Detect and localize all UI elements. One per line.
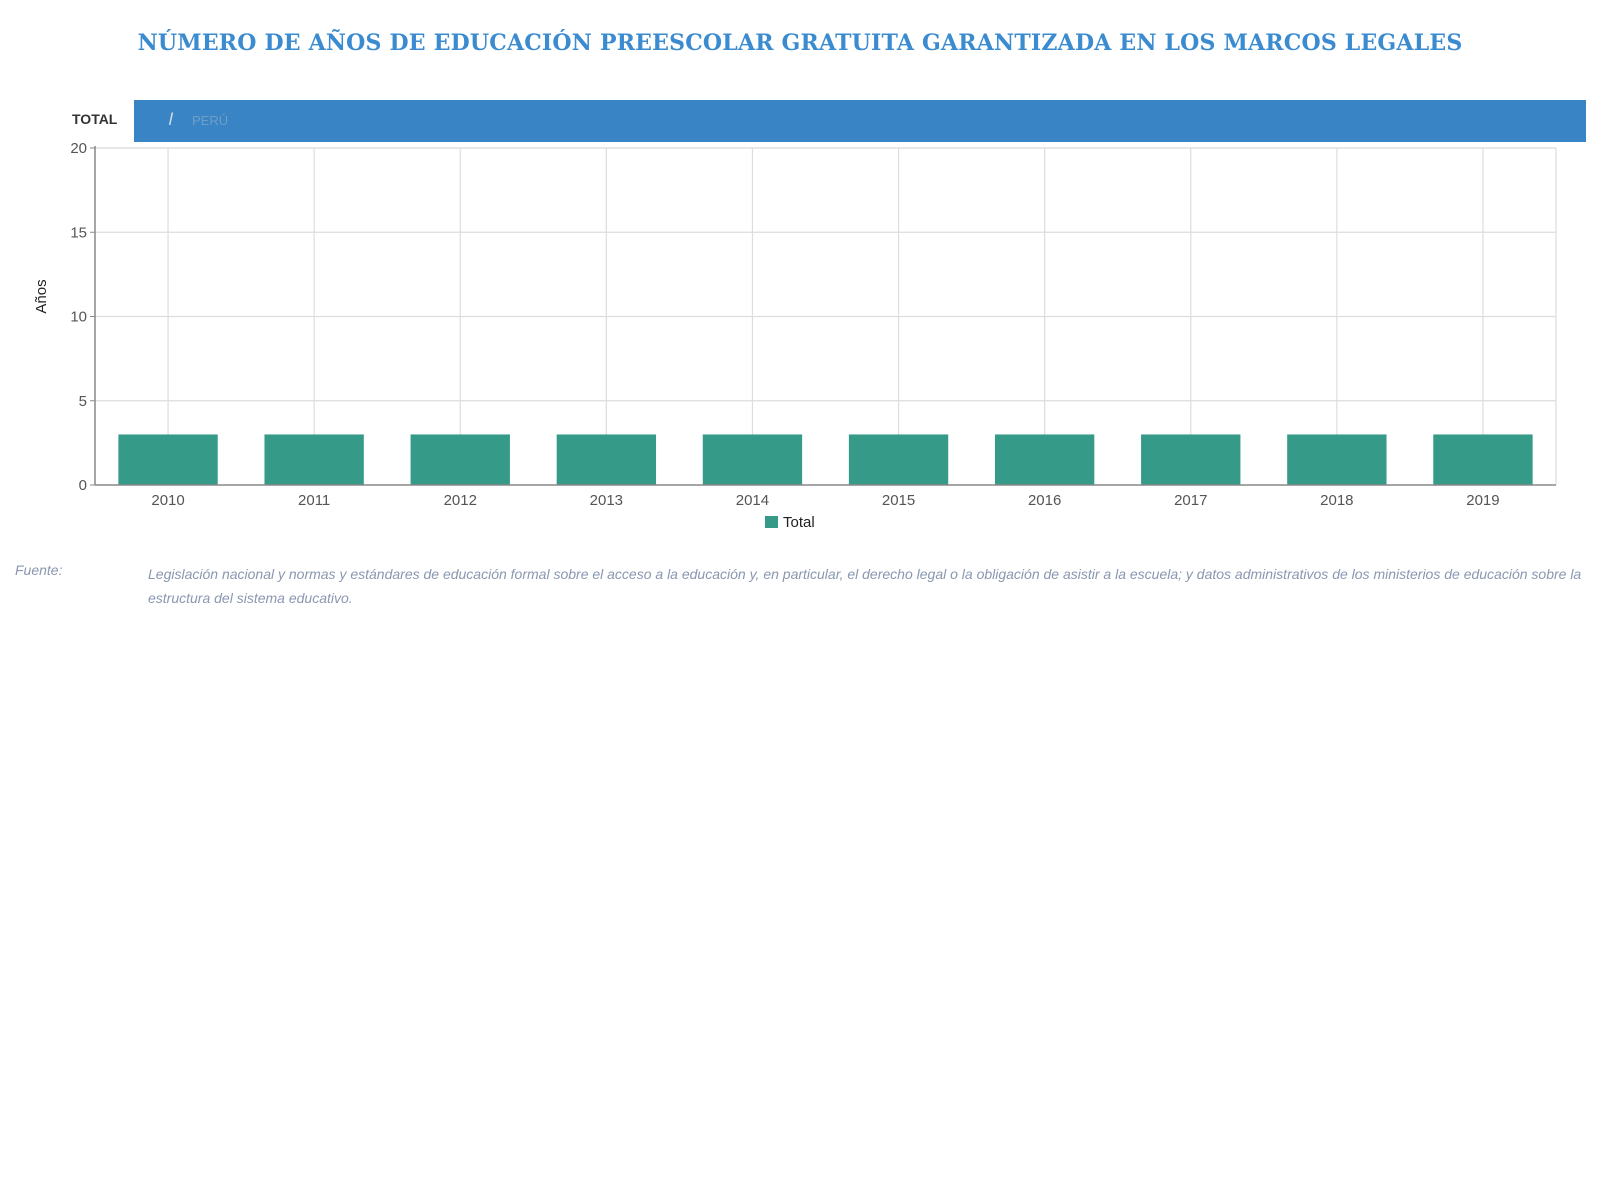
legend-swatch	[765, 516, 778, 528]
tab-total[interactable]: TOTAL	[72, 111, 118, 127]
grid-lines	[95, 147, 1557, 485]
y-tick-label: 0	[79, 477, 87, 494]
legend[interactable]: Total	[765, 514, 815, 531]
bar-2016[interactable]	[994, 434, 1095, 485]
x-tick-label: 2010	[151, 492, 184, 509]
bar-2019[interactable]	[1433, 434, 1533, 485]
bar-2018[interactable]	[1287, 434, 1387, 485]
axes	[90, 146, 1556, 486]
tab-bar[interactable]: 𝐼 PERÚ	[134, 100, 1586, 142]
x-tick-label: 2016	[1028, 492, 1061, 509]
bars	[118, 434, 1533, 485]
bar-2014[interactable]	[702, 434, 803, 485]
bar-2017[interactable]	[1141, 434, 1241, 485]
tick-labels: 0 5 10 15 20 2010 2011 2012 2013 2014 2015 2016 2017…	[70, 140, 1499, 509]
y-tick-label: 20	[70, 140, 87, 157]
y-tick-label: 5	[79, 393, 87, 410]
y-tick-label: 10	[70, 309, 87, 326]
text-cursor-icon: 𝐼	[168, 110, 174, 129]
bar-2010[interactable]	[118, 434, 218, 485]
bar-chart: 0 5 10 15 20 2010 2011 2012 2013 2014 2015 2016 2017…	[33, 140, 1557, 531]
bar-2013[interactable]	[556, 434, 657, 485]
x-tick-label: 2017	[1174, 492, 1207, 509]
x-tick-label: 2015	[882, 492, 915, 509]
x-tick-label: 2018	[1320, 492, 1353, 509]
source-text: Legislación nacional y normas y estándar…	[148, 566, 1582, 606]
x-tick-label: 2014	[736, 492, 769, 509]
tab-bar-faint-label: PERÚ	[192, 113, 229, 128]
x-tick-label: 2013	[590, 492, 623, 509]
chart-title: NÚMERO DE AÑOS DE EDUCACIÓN PREESCOLAR G…	[137, 30, 1463, 56]
source-label: Fuente:	[15, 562, 63, 578]
x-tick-label: 2012	[444, 492, 477, 509]
legend-label-total: Total	[783, 514, 815, 531]
bar-2011[interactable]	[264, 434, 364, 485]
x-tick-label: 2019	[1466, 492, 1499, 509]
x-tick-label: 2011	[298, 492, 330, 509]
bar-2015[interactable]	[848, 434, 949, 485]
y-tick-label: 15	[70, 224, 87, 241]
y-axis-label: Años	[33, 279, 50, 313]
bar-2012[interactable]	[410, 434, 510, 485]
